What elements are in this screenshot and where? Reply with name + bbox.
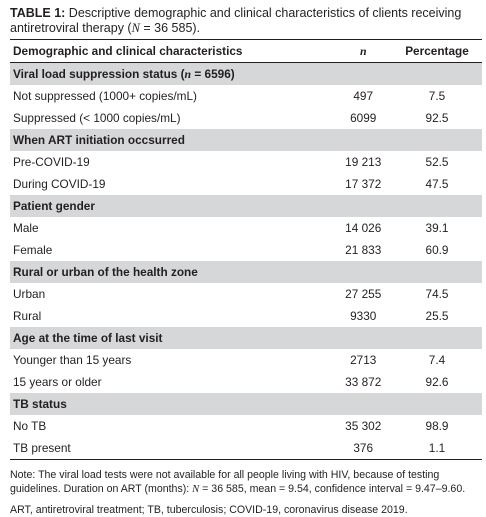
section-row: Viral load suppression status (n = 6596) [10, 62, 482, 85]
table-row: Younger than 15 years 2713 7.4 [10, 349, 482, 371]
row-label: Urban [13, 287, 46, 301]
section-title-text: Age at the time of last visit [13, 331, 163, 345]
row-label: 15 years or older [13, 375, 102, 389]
abbreviations-text: ART, antiretroviral treatment; TB, tuber… [10, 504, 408, 516]
row-percentage: 7.4 [428, 353, 446, 367]
section-title-text: When ART initiation occsurred [13, 133, 185, 147]
table-row: Pre-COVID-19 19 213 52.5 [10, 151, 482, 173]
table-row: Rural 9330 25.5 [10, 305, 482, 327]
caption-n-symbol: N [131, 21, 140, 35]
row-label: During COVID-19 [13, 177, 106, 191]
row-label: Younger than 15 years [13, 353, 132, 367]
row-percentage: 98.9 [425, 419, 449, 433]
row-percentage: 1.1 [389, 437, 482, 460]
note-text-start: Note: The viral load tests were not avai… [10, 469, 440, 495]
table-row: During COVID-19 17 372 47.5 [10, 173, 482, 195]
note-text-end: = 36 585, mean = 9.54, confidence interv… [199, 483, 466, 495]
table-row: Urban 27 255 74.5 [10, 283, 482, 305]
table-row: Male 14 026 39.1 [10, 217, 482, 239]
row-label: Not suppressed (1000+ copies/mL) [13, 89, 197, 103]
row-n: 35 302 [345, 419, 382, 433]
section-title: Age at the time of last visit [10, 327, 482, 349]
row-n: 376 [334, 437, 389, 460]
caption-text-end: = 36 585). [139, 21, 201, 35]
row-n: 9330 [350, 309, 377, 323]
section-row: Age at the time of last visit [10, 327, 482, 349]
table-row: No TB 35 302 98.9 [10, 415, 482, 437]
section-title: Viral load suppression status (n = 6596) [10, 62, 482, 85]
caption-text: Descriptive demographic and clinical cha… [10, 6, 462, 35]
row-percentage: 47.5 [425, 177, 449, 191]
section-title: When ART initiation occsurred [10, 129, 482, 151]
table-row: 15 years or older 33 872 92.6 [10, 371, 482, 393]
row-percentage: 7.5 [428, 89, 446, 103]
row-n: 6099 [350, 111, 377, 125]
table-row: Not suppressed (1000+ copies/mL) 497 7.5 [10, 85, 482, 107]
row-percentage: 25.5 [425, 309, 449, 323]
row-label: No TB [13, 419, 47, 433]
table-caption: TABLE 1: Descriptive demographic and cli… [10, 6, 480, 36]
row-n: 17 372 [345, 177, 382, 191]
caption-label: TABLE 1: [10, 6, 66, 20]
note-n-symbol: N [192, 484, 200, 495]
section-title-text: Patient gender [13, 199, 95, 213]
row-label: Rural [13, 309, 42, 323]
section-title-count: = 6596) [191, 66, 235, 81]
header-n-text: n [359, 43, 367, 58]
row-percentage: 92.6 [425, 375, 449, 389]
section-title-text: TB status [13, 397, 67, 411]
header-characteristic: Demographic and clinical characteristics [10, 39, 335, 63]
row-percentage: 74.5 [425, 287, 449, 301]
row-label: Pre-COVID-19 [13, 155, 90, 169]
row-label: Suppressed (< 1000 copies/mL) [13, 111, 181, 125]
header-row: Demographic and clinical characteristics… [10, 39, 482, 63]
row-percentage: 52.5 [425, 155, 449, 169]
section-title-text: Viral load suppression status ( [13, 66, 185, 81]
row-percentage: 39.1 [425, 221, 449, 235]
table-body: Viral load suppression status (n = 6596)… [10, 62, 482, 460]
row-label: Male [13, 221, 39, 235]
row-n: 497 [353, 89, 374, 103]
row-n: 27 255 [345, 287, 382, 301]
section-row: Rural or urban of the health zone [10, 261, 482, 283]
row-label: Female [13, 243, 53, 257]
row-n: 33 872 [345, 375, 382, 389]
row-percentage: 60.9 [425, 243, 449, 257]
section-row: Patient gender [10, 195, 482, 217]
note-text: Note: The viral load tests were not avai… [10, 468, 480, 497]
section-row: TB status [10, 393, 482, 415]
row-n: 21 833 [345, 243, 382, 257]
row-percentage: 92.5 [425, 111, 449, 125]
table-row: TB present 376 1.1 [10, 437, 482, 460]
section-title-symbol: n [184, 66, 192, 81]
table-notes: Note: The viral load tests were not avai… [10, 468, 480, 517]
table-row: Suppressed (< 1000 copies/mL) 6099 92.5 [10, 107, 482, 129]
section-title-text: Rural or urban of the health zone [13, 265, 198, 279]
row-n: 14 026 [345, 221, 382, 235]
row-n: 19 213 [345, 155, 382, 169]
row-label: TB present [10, 437, 335, 460]
header-n: n [334, 39, 389, 63]
section-title: TB status [10, 393, 482, 415]
table-row: Female 21 833 60.9 [10, 239, 482, 261]
section-title: Rural or urban of the health zone [10, 261, 482, 283]
row-n: 2713 [350, 353, 377, 367]
characteristics-table: Demographic and clinical characteristics… [10, 39, 482, 460]
section-row: When ART initiation occsurred [10, 129, 482, 151]
header-percentage: Percentage [389, 39, 482, 63]
section-title: Patient gender [10, 195, 482, 217]
